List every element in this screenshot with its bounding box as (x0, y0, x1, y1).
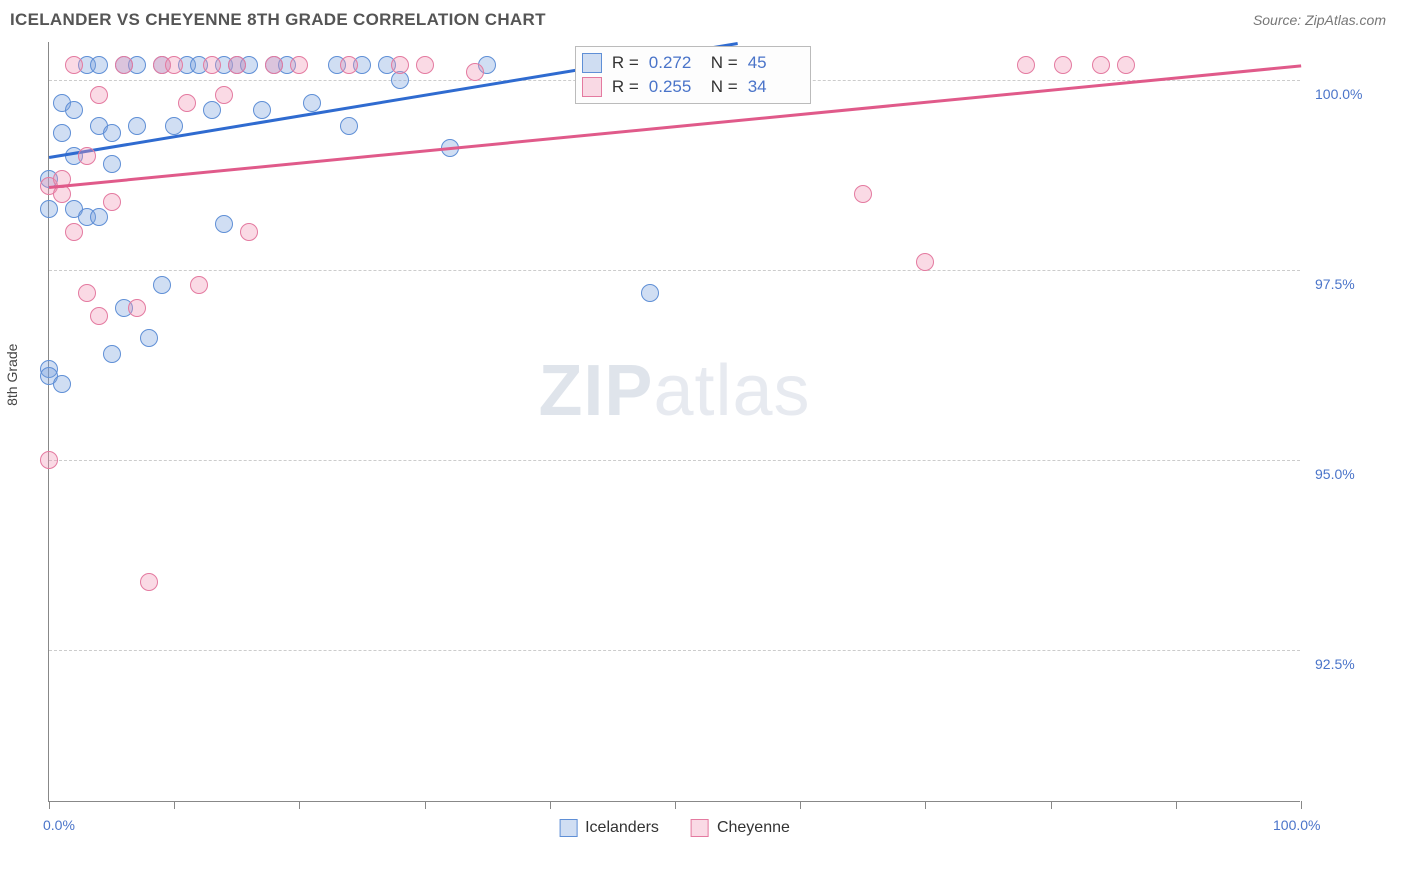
scatter-point (215, 86, 233, 104)
chart-title: ICELANDER VS CHEYENNE 8TH GRADE CORRELAT… (10, 10, 546, 30)
stats-legend: R = 0.272 N = 45 R = 0.255 N = 34 (575, 46, 811, 104)
stat-n-label: N = (711, 53, 738, 73)
x-tick (800, 801, 801, 809)
x-tick (174, 801, 175, 809)
gridline-h (49, 650, 1300, 651)
x-tick-label: 0.0% (43, 817, 75, 833)
scatter-plot: ZIPatlas 92.5%95.0%97.5%100.0%0.0%100.0%… (48, 42, 1300, 802)
stat-r-value: 0.272 (649, 53, 701, 73)
stat-r-value: 0.255 (649, 77, 701, 97)
x-tick (299, 801, 300, 809)
scatter-point (1117, 56, 1135, 74)
scatter-point (466, 63, 484, 81)
stat-n-label: N = (711, 77, 738, 97)
scatter-point (1054, 56, 1072, 74)
scatter-point (265, 56, 283, 74)
scatter-point (103, 155, 121, 173)
source-label: Source: ZipAtlas.com (1253, 12, 1386, 28)
scatter-point (140, 329, 158, 347)
scatter-point (90, 56, 108, 74)
scatter-point (916, 253, 934, 271)
scatter-point (340, 56, 358, 74)
legend-item: Cheyenne (691, 819, 790, 837)
scatter-point (103, 345, 121, 363)
scatter-point (78, 284, 96, 302)
scatter-point (153, 276, 171, 294)
y-tick-label: 100.0% (1315, 86, 1362, 102)
scatter-point (641, 284, 659, 302)
gridline-h (49, 460, 1300, 461)
series-legend: Icelanders Cheyenne (559, 819, 790, 837)
stats-row: R = 0.272 N = 45 (582, 51, 800, 75)
scatter-point (340, 117, 358, 135)
scatter-point (90, 86, 108, 104)
scatter-point (1017, 56, 1035, 74)
scatter-point (203, 101, 221, 119)
scatter-point (90, 307, 108, 325)
scatter-point (103, 193, 121, 211)
scatter-point (854, 185, 872, 203)
x-tick (675, 801, 676, 809)
legend-item: Icelanders (559, 819, 659, 837)
stat-r-label: R = (612, 77, 639, 97)
stats-row: R = 0.255 N = 34 (582, 75, 800, 99)
scatter-point (53, 124, 71, 142)
scatter-point (128, 299, 146, 317)
legend-swatch (691, 819, 709, 837)
scatter-point (165, 56, 183, 74)
scatter-point (103, 124, 121, 142)
scatter-point (290, 56, 308, 74)
legend-swatch (582, 53, 602, 73)
scatter-point (90, 208, 108, 226)
legend-swatch (582, 77, 602, 97)
legend-swatch (559, 819, 577, 837)
x-tick (1176, 801, 1177, 809)
gridline-h (49, 270, 1300, 271)
chart-container: 8th Grade ZIPatlas 92.5%95.0%97.5%100.0%… (10, 42, 1396, 832)
x-tick (1301, 801, 1302, 809)
scatter-point (178, 94, 196, 112)
stat-n-value: 34 (748, 77, 800, 97)
scatter-point (228, 56, 246, 74)
scatter-point (115, 56, 133, 74)
x-tick (550, 801, 551, 809)
scatter-point (215, 215, 233, 233)
scatter-point (253, 101, 271, 119)
x-tick (49, 801, 50, 809)
stat-n-value: 45 (748, 53, 800, 73)
legend-label: Icelanders (585, 819, 659, 837)
y-tick-label: 97.5% (1315, 276, 1355, 292)
scatter-point (391, 56, 409, 74)
legend-label: Cheyenne (717, 819, 790, 837)
scatter-point (40, 451, 58, 469)
y-tick-label: 95.0% (1315, 466, 1355, 482)
scatter-point (53, 375, 71, 393)
scatter-point (416, 56, 434, 74)
watermark: ZIPatlas (538, 350, 810, 432)
y-axis-label: 8th Grade (4, 344, 20, 406)
scatter-point (65, 56, 83, 74)
stat-r-label: R = (612, 53, 639, 73)
scatter-point (128, 117, 146, 135)
scatter-point (203, 56, 221, 74)
scatter-point (78, 147, 96, 165)
scatter-point (65, 101, 83, 119)
scatter-point (303, 94, 321, 112)
scatter-point (165, 117, 183, 135)
x-tick (925, 801, 926, 809)
scatter-point (65, 223, 83, 241)
scatter-point (240, 223, 258, 241)
x-tick (1051, 801, 1052, 809)
scatter-point (190, 276, 208, 294)
x-tick (425, 801, 426, 809)
y-tick-label: 92.5% (1315, 656, 1355, 672)
x-tick-label: 100.0% (1273, 817, 1320, 833)
scatter-point (140, 573, 158, 591)
scatter-point (1092, 56, 1110, 74)
scatter-point (40, 200, 58, 218)
